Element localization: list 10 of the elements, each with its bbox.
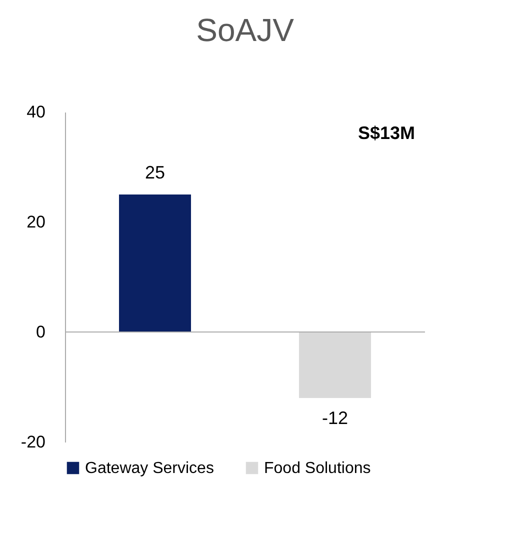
legend-label: Food Solutions bbox=[264, 460, 371, 477]
legend-label: Gateway Services bbox=[85, 460, 214, 477]
y-tick-label: -20 bbox=[20, 432, 46, 452]
chart-title: SoAJV bbox=[196, 12, 295, 48]
annotation: S$13M bbox=[358, 123, 415, 143]
data-label: 25 bbox=[144, 162, 166, 182]
data-label: -12 bbox=[322, 408, 348, 428]
y-tick-label: 40 bbox=[26, 102, 46, 122]
y-tick-label: 20 bbox=[26, 212, 46, 232]
y-tick-label: 0 bbox=[36, 322, 46, 342]
